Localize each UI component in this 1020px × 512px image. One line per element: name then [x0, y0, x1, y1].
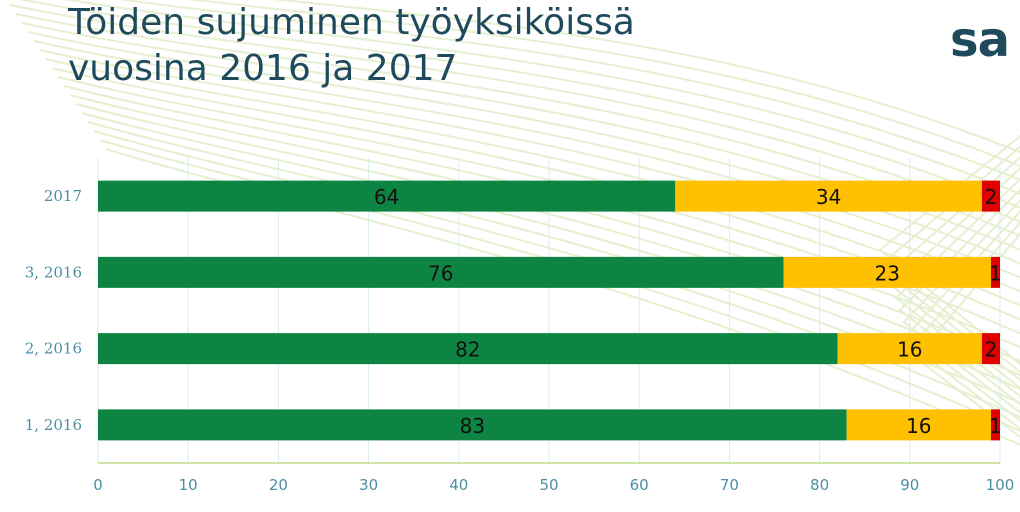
- wave-line: [99, 139, 1020, 433]
- page-title-line-2: vuosina 2016 ja 2017: [68, 48, 458, 89]
- data-label: 16: [906, 414, 931, 438]
- y-tick-label: 2, 2016: [25, 340, 82, 358]
- data-label: 1: [989, 261, 1002, 285]
- wave-line: [9, 4, 1020, 223]
- wave-line: [63, 85, 1020, 349]
- data-label: 1: [989, 414, 1002, 438]
- wave-line: [272, 0, 1020, 154]
- bar-segment: [990, 256, 1000, 288]
- data-label: 16: [897, 338, 922, 362]
- x-tick-label: 20: [269, 476, 288, 494]
- page-title-line-1: Töiden sujuminen työyksiköissä: [68, 2, 635, 43]
- y-tick-label: 1, 2016: [25, 416, 82, 434]
- wave-line: [898, 188, 1020, 406]
- x-tick-label: 60: [630, 476, 649, 494]
- bar-segment: [675, 180, 982, 212]
- bar-segment: [98, 333, 838, 365]
- bar-segment: [990, 409, 1000, 441]
- bar-segment: [98, 256, 784, 288]
- data-label: 34: [816, 185, 841, 209]
- bar-segment: [98, 180, 676, 212]
- data-label: 2: [985, 338, 998, 362]
- x-tick-label: 70: [720, 476, 739, 494]
- x-tick-label: 80: [810, 476, 829, 494]
- bar-segment: [98, 409, 847, 441]
- company-logo: sa: [950, 12, 1010, 68]
- wave-line: [39, 49, 1020, 293]
- wave-line: [105, 148, 1020, 446]
- data-label: 82: [455, 338, 480, 362]
- bar-segment: [846, 409, 991, 441]
- data-label: 76: [428, 261, 453, 285]
- wave-line: [45, 58, 1020, 307]
- bar-segment: [981, 180, 1000, 212]
- x-tick-label: 100: [986, 476, 1015, 494]
- data-label: 64: [374, 185, 399, 209]
- page-title: Töiden sujuminen työyksiköissä vuosina 2…: [68, 0, 635, 92]
- wave-line: [64, 0, 1020, 195]
- wave-line: [33, 40, 1020, 279]
- bar-segment: [837, 333, 982, 365]
- y-tick-label: 3, 2016: [25, 263, 82, 281]
- wave-line: [902, 199, 1020, 414]
- x-tick-label: 90: [900, 476, 919, 494]
- y-tick-label: 2017: [44, 187, 82, 205]
- data-label: 2: [985, 185, 998, 209]
- wave-line: [19, 0, 1020, 209]
- data-label: 83: [460, 414, 485, 438]
- data-label: 23: [875, 261, 900, 285]
- x-tick-label: 10: [179, 476, 198, 494]
- x-tick-label: 40: [449, 476, 468, 494]
- x-tick-label: 30: [359, 476, 378, 494]
- wave-line: [119, 0, 1020, 182]
- bar-segment: [981, 333, 1000, 365]
- x-tick-label: 50: [539, 476, 558, 494]
- x-tick-label: 0: [93, 476, 103, 494]
- bar-segment: [783, 256, 991, 288]
- wave-line: [187, 0, 1020, 168]
